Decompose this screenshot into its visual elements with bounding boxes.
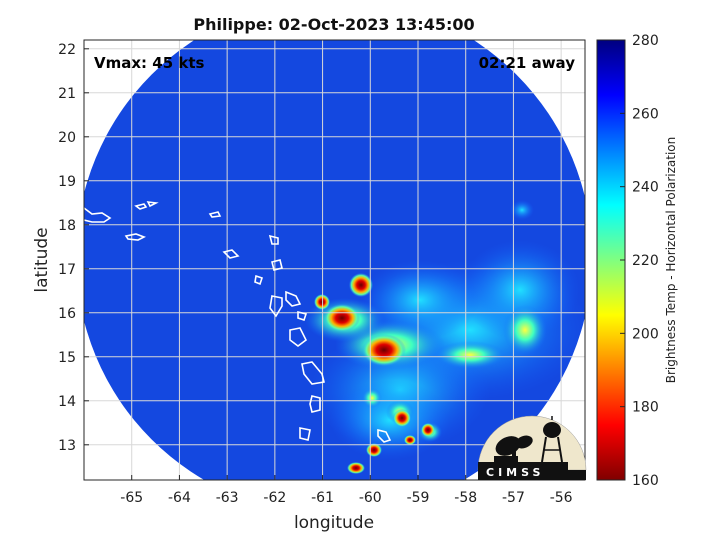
x-tick-label: -58 — [454, 490, 477, 506]
y-tick-label: 13 — [58, 438, 76, 454]
y-tick-label: 20 — [58, 130, 76, 146]
x-tick-label: -57 — [502, 490, 525, 506]
y-tick-label: 18 — [58, 218, 76, 234]
chart-title: Philippe: 02-Oct-2023 13:45:00 — [193, 15, 474, 34]
x-axis-ticks: -65 -64 -63 -62 -61 -60 -59 -58 -57 -56 — [120, 475, 573, 506]
colorbar-tick-label: 220 — [632, 253, 659, 269]
y-tick-label: 17 — [58, 262, 76, 278]
satellite-dish-water-tower-icon — [477, 415, 587, 480]
x-tick-label: -65 — [120, 490, 143, 506]
y-tick-label: 16 — [58, 306, 76, 322]
colorbar-title: Brightness Temp - Horizontal Polarizatio… — [664, 137, 678, 384]
cimss-logo: CIMSS — [477, 415, 587, 480]
satellite-swath — [84, 40, 585, 480]
x-tick-label: -63 — [216, 490, 239, 506]
colorbar-tick-label: 180 — [632, 400, 659, 416]
time-away-label: 02:21 away — [479, 54, 576, 72]
y-axis-ticks: 13 14 15 16 17 18 19 20 21 22 — [58, 42, 89, 454]
colorbar-tick-label: 260 — [632, 106, 659, 122]
colorbar-ticks: 160 180 200 220 240 260 280 — [620, 33, 659, 489]
y-tick-label: 14 — [58, 394, 76, 410]
y-tick-label: 19 — [58, 174, 76, 190]
y-axis-title: latitude — [32, 227, 52, 292]
colorbar-tick-label: 280 — [632, 33, 659, 49]
colorbar-tick-label: 160 — [632, 473, 659, 489]
x-tick-label: -61 — [311, 490, 334, 506]
y-tick-label: 21 — [58, 86, 76, 102]
land-outlines — [84, 201, 392, 443]
x-tick-label: -62 — [263, 490, 286, 506]
colorbar-tick-label: 200 — [632, 326, 659, 342]
x-axis-title: longitude — [294, 513, 374, 533]
plot-frame — [83, 39, 586, 481]
x-tick-label: -60 — [359, 490, 382, 506]
logo-text: CIMSS — [486, 466, 544, 479]
colorbar-tick-label: 240 — [632, 180, 659, 196]
y-tick-label: 15 — [58, 350, 76, 366]
grid-lines — [84, 40, 585, 480]
y-tick-label: 22 — [58, 42, 76, 58]
x-tick-label: -64 — [168, 490, 191, 506]
vmax-label: Vmax: 45 kts — [94, 54, 204, 72]
x-tick-label: -56 — [550, 490, 573, 506]
x-tick-label: -59 — [407, 490, 430, 506]
